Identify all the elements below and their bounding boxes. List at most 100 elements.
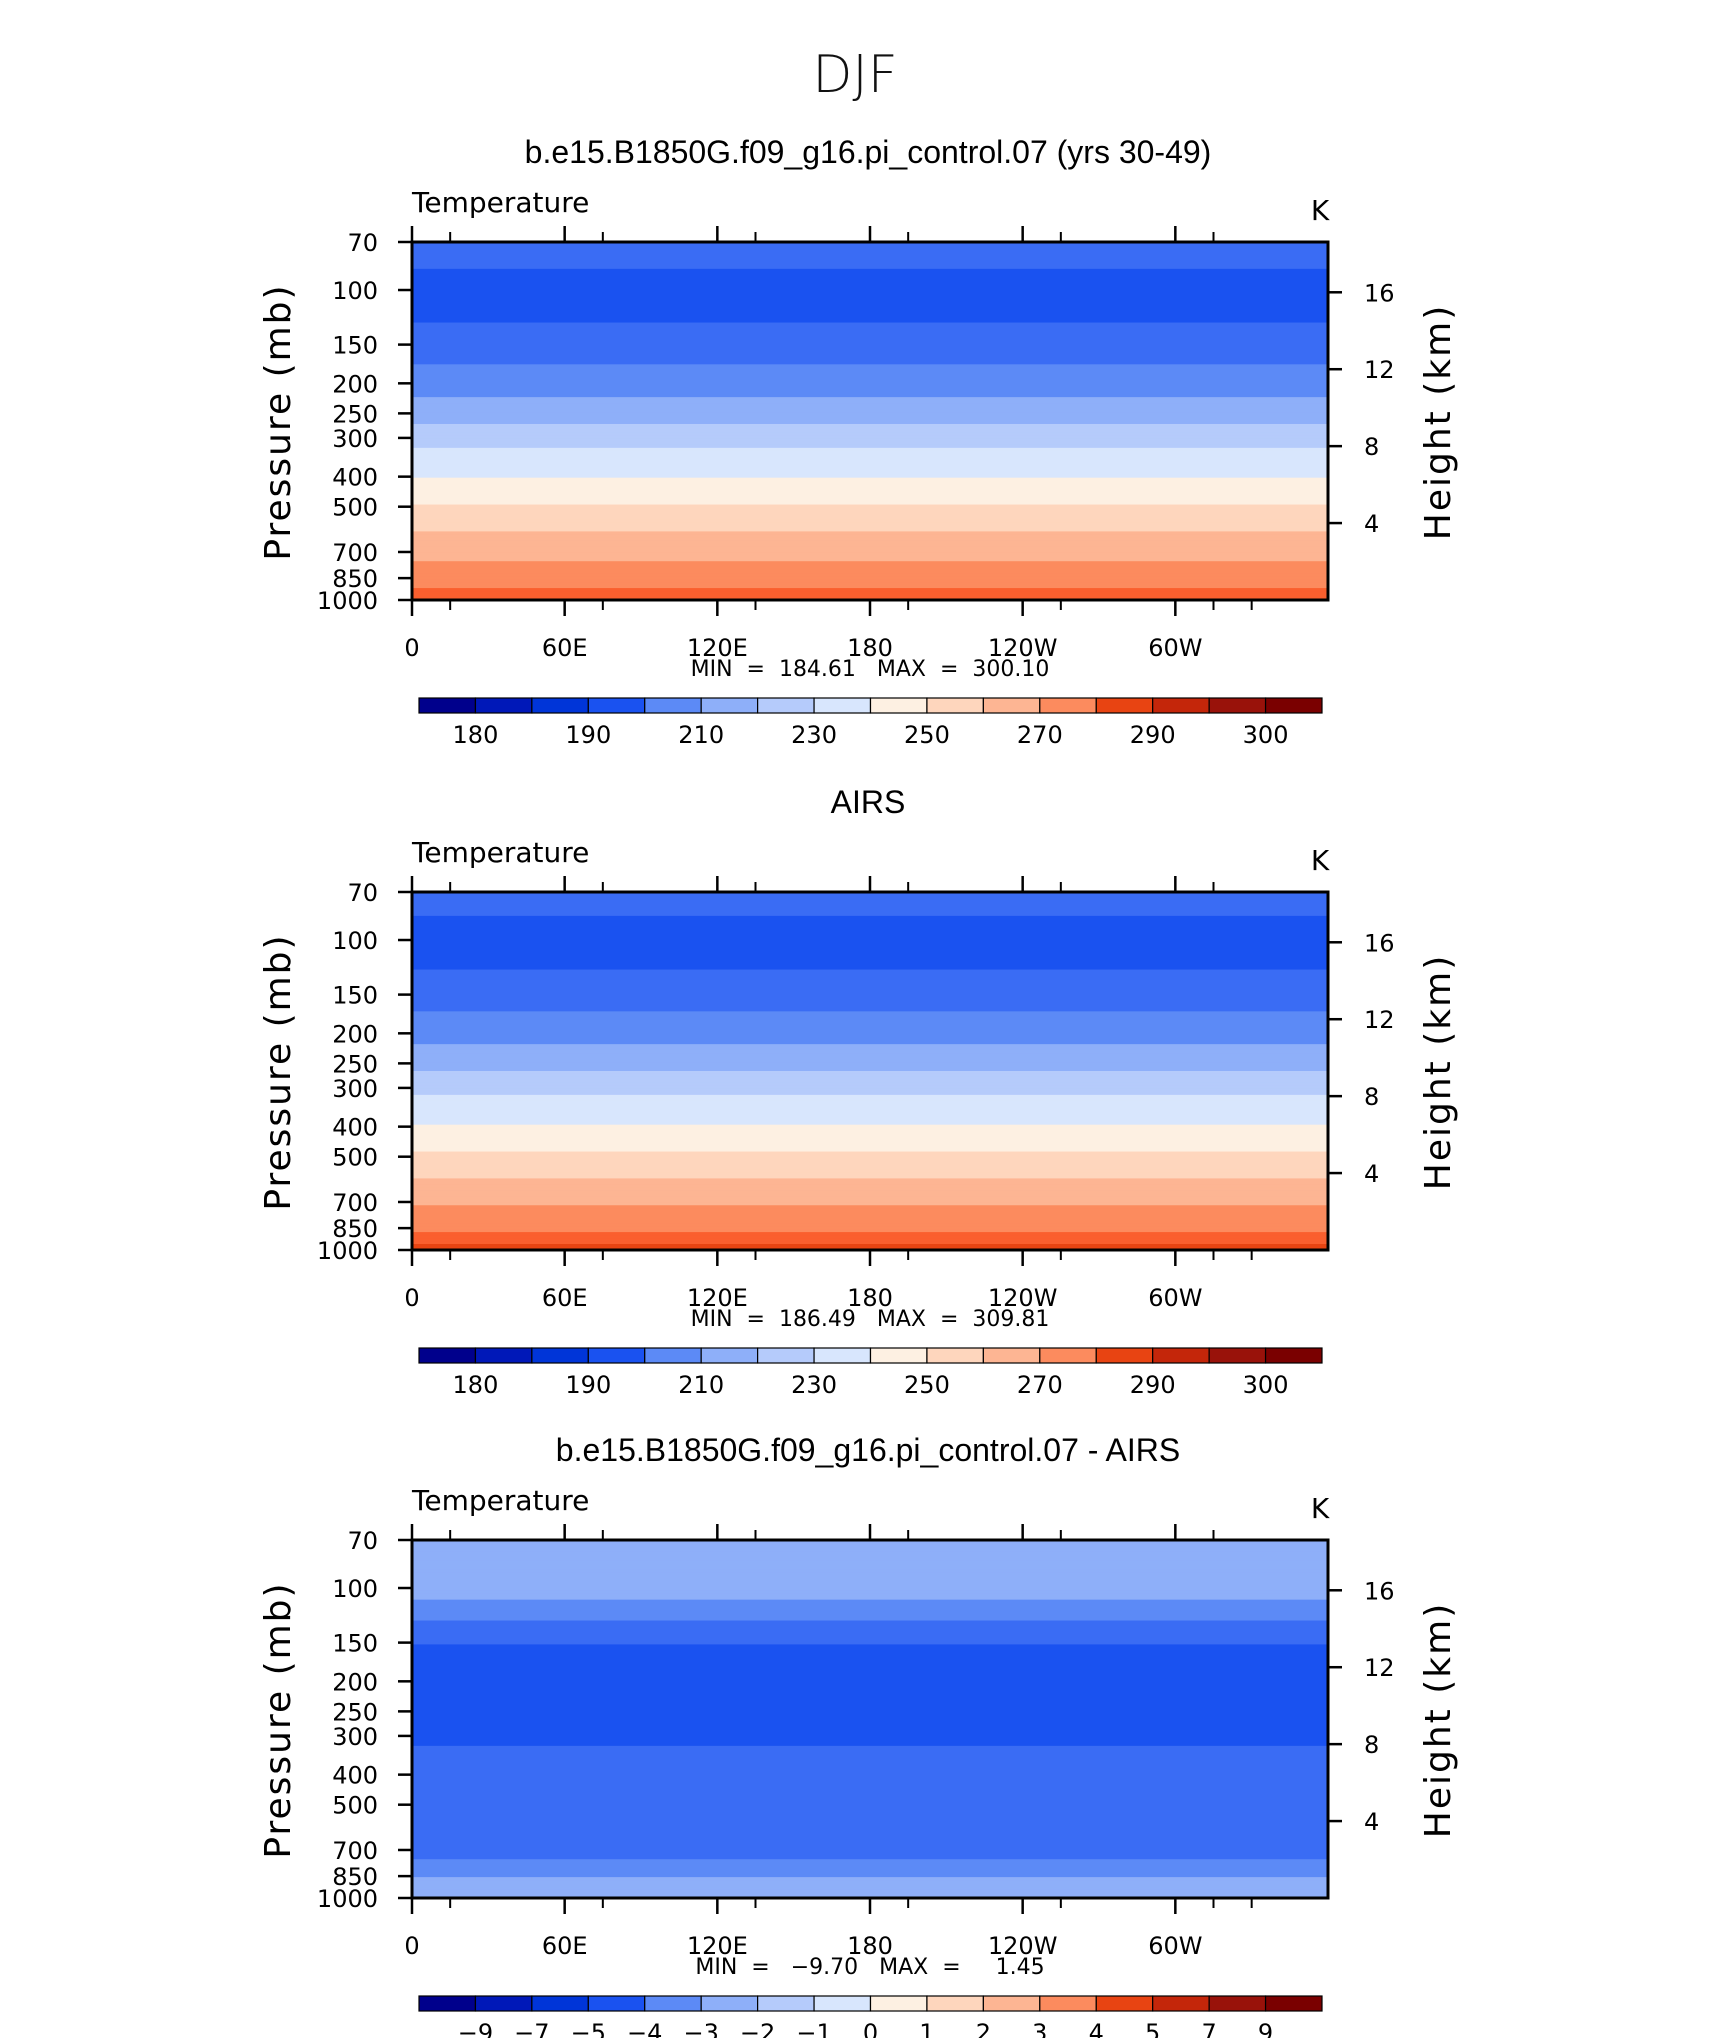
colorbar-label: 250 [904,721,950,749]
contour-band [412,349,1328,353]
contour-band [412,1226,1328,1230]
contour-band [412,906,1328,911]
contour-band [412,1103,1328,1108]
contour-band [412,1689,1328,1693]
contour-band [412,1205,1328,1209]
contour-band [412,1181,1328,1185]
contour-band [412,1575,1328,1580]
contour-band [412,1713,1328,1717]
y2-axis-title: Height (km) [1418,954,1459,1190]
contour-band [412,1557,1328,1562]
colorbar-box [1152,1347,1210,1364]
contour-band [412,588,1328,592]
contour-band [412,1745,1328,1750]
colorbar-box [1264,697,1323,714]
colorbar-label: 230 [791,721,837,749]
contour-band [412,1826,1328,1830]
colorbar-box [869,697,928,714]
min-max-text: MIN = 184.61 MAX = 300.10 [691,657,1050,682]
contour-band [412,1587,1328,1592]
contour-band [412,247,1328,252]
y-tick-label: 100 [332,1575,378,1603]
contour-band [412,1835,1328,1839]
contour-band [412,426,1328,431]
contour-band [412,1133,1328,1138]
contour-band [412,510,1328,515]
contour-band [412,403,1328,407]
contour-band [412,1751,1328,1756]
contour-band [412,975,1328,980]
contour-band [412,1733,1328,1738]
colorbar-box [1208,1995,1267,2012]
y-tick-label: 1000 [317,1885,378,1913]
x-tick-label: 180 [847,1932,893,1960]
figure-title: DJF [812,45,897,105]
panel-units-label: K [1311,1492,1330,1525]
contour-band [412,495,1328,500]
contour-band [412,256,1328,261]
y-tick-label: 300 [332,1723,378,1751]
y-tick-label: 700 [332,1837,378,1865]
contour-band [412,382,1328,386]
y-tick-label: 250 [332,400,378,428]
colorbar-box [1208,697,1267,714]
colorbar-label: 9 [1258,2019,1273,2038]
colorbar-label: 210 [678,721,724,749]
colorbar-box [700,697,759,714]
contour-band [412,1799,1328,1804]
contour-band [412,1739,1328,1744]
contour-band [412,1886,1328,1890]
y2-tick-label: 4 [1364,1160,1379,1188]
contour-band [412,1727,1328,1732]
contour-band [412,441,1328,446]
panel-title: b.e15.B1850G.f09_g16.pi_control.07 - AIR… [556,1432,1180,1468]
contour-band [412,561,1328,565]
colorbar-box [1095,697,1154,714]
contour-band [412,295,1328,300]
contour-band [412,513,1328,518]
colorbar-box [1264,1995,1323,2012]
colorbar-box [1095,1995,1154,2012]
contour-band [412,1635,1328,1640]
contour-band [412,1008,1328,1012]
contour-band [412,1235,1328,1239]
contour-band [412,555,1328,559]
contour-band [412,1184,1328,1188]
colorbar-label: 190 [565,721,611,749]
contour-band [412,1238,1328,1242]
contour-band [412,1620,1328,1625]
contour-band [412,1578,1328,1583]
contour-band [412,522,1328,527]
y-tick-label: 500 [332,1144,378,1172]
y-tick-label: 500 [332,494,378,522]
contour-band [412,1719,1328,1723]
colorbar-box [700,1347,759,1364]
contour-band [412,1772,1328,1777]
y-tick-label: 250 [332,1698,378,1726]
contour-band [412,1805,1328,1810]
contour-band [412,316,1328,321]
contour-band [412,1883,1328,1887]
contour-band [412,1041,1328,1045]
contour-band [412,1704,1328,1708]
contour-band [412,1220,1328,1224]
contour-band [412,948,1328,953]
colorbar-label: 2 [976,2019,991,2038]
contour-band [412,1871,1328,1875]
contour-band [412,244,1328,249]
contour-band [412,340,1328,345]
contour-band [412,388,1328,392]
y-tick-label: 150 [332,1630,378,1658]
contour-band [412,978,1328,983]
contour-band [412,459,1328,464]
contour-band [412,1736,1328,1741]
contour-band [412,432,1328,437]
contour-band [412,259,1328,264]
colorbar-box [1264,1347,1323,1364]
contour-band [412,1106,1328,1111]
contour-band [412,1163,1328,1168]
contour-band [412,406,1328,410]
contour-band [412,1683,1328,1687]
contour-band [412,1199,1328,1203]
